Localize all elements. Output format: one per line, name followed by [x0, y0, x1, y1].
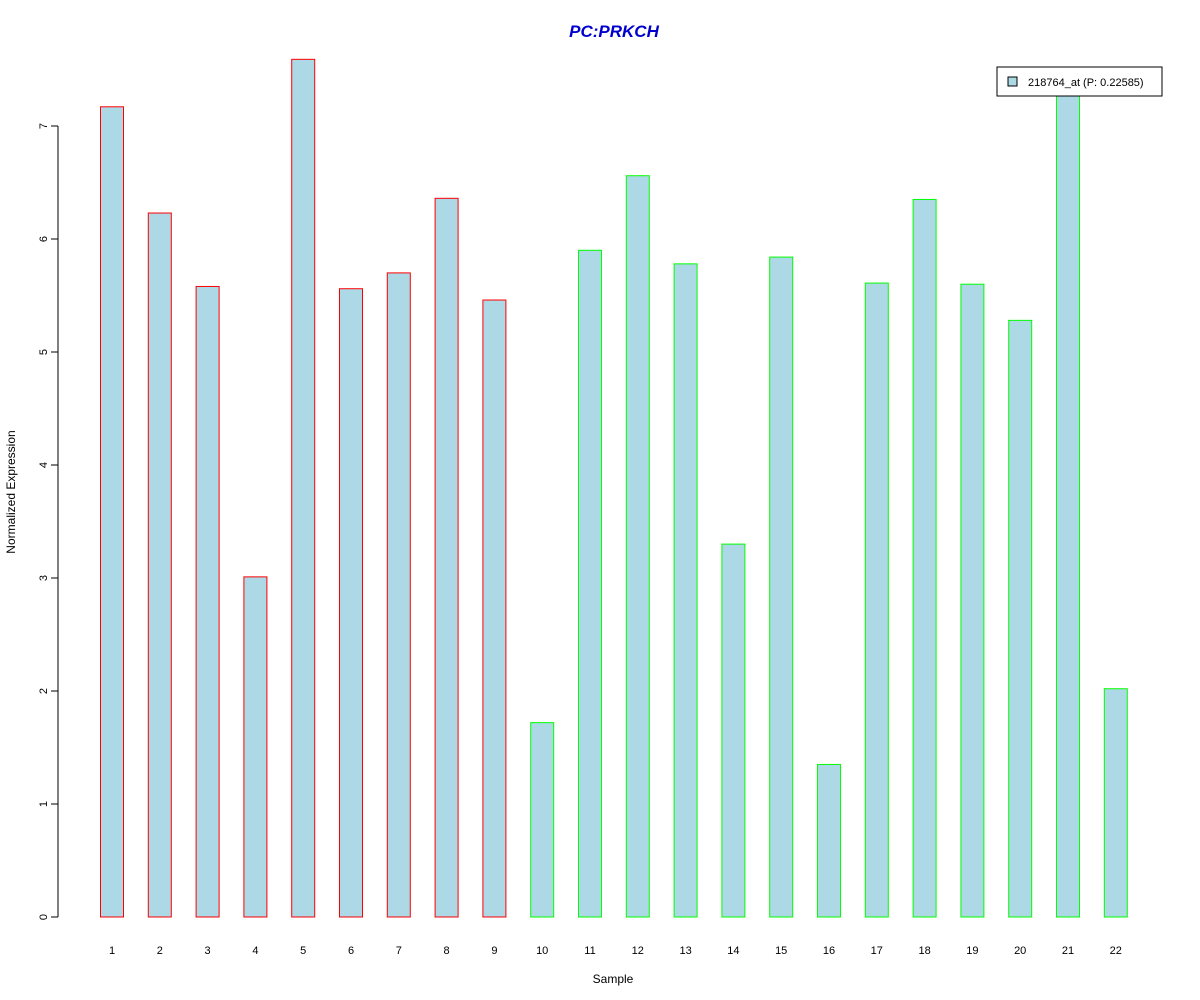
bar-sample-2 — [147, 212, 172, 918]
bar-sample-13 — [673, 263, 698, 918]
bar-sample-18 — [912, 198, 937, 918]
y-tick-label: 4 — [38, 462, 50, 468]
bar-sample-19 — [960, 283, 985, 918]
y-tick-label: 2 — [38, 688, 50, 694]
y-tick-label: 3 — [38, 575, 50, 581]
y-tick-label: 7 — [38, 123, 50, 129]
bar-sample-11 — [578, 249, 602, 918]
x-tick-label: 4 — [252, 945, 258, 957]
bar-sample-17 — [864, 282, 889, 918]
legend-box — [996, 66, 1163, 97]
x-tick-label: 16 — [823, 945, 835, 957]
x-tick-label: 17 — [871, 945, 883, 957]
bar-sample-10 — [530, 722, 555, 918]
bar-sample-12 — [625, 175, 650, 918]
x-tick-label: 11 — [584, 945, 595, 957]
x-tick-label: 1 — [109, 945, 115, 957]
bar-sample-3 — [195, 285, 220, 918]
bar-sample-9 — [482, 299, 507, 918]
legend-swatch — [1007, 76, 1018, 87]
y-axis: 0 1 2 3 4 5 6 7 — [38, 123, 59, 920]
x-tick-label: 8 — [444, 945, 450, 957]
x-tick-label: 15 — [775, 945, 787, 957]
y-axis-label: Normalized Expression — [4, 430, 18, 553]
x-tick-label: 12 — [632, 945, 644, 957]
x-tick-label: 6 — [348, 945, 354, 957]
x-tick-label: 10 — [536, 945, 548, 957]
x-tick-label: 22 — [1110, 945, 1122, 957]
bar-sample-22 — [1103, 688, 1128, 918]
bar-sample-6 — [339, 288, 363, 918]
x-tick-label: 14 — [727, 945, 739, 957]
x-tick-label: 20 — [1014, 945, 1026, 957]
bar-sample-7 — [386, 272, 411, 918]
x-tick-label: 3 — [205, 945, 211, 957]
x-tick-label: 19 — [966, 945, 978, 957]
bar-sample-5 — [291, 58, 316, 918]
x-tick-label: 21 — [1062, 945, 1074, 957]
bar-sample-14 — [721, 543, 746, 918]
x-axis-label: Sample — [593, 972, 634, 986]
y-tick-label: 5 — [38, 349, 50, 355]
bars — [100, 58, 1128, 918]
x-tick-label: 2 — [157, 945, 163, 957]
bar-sample-20 — [1008, 319, 1033, 918]
bar-sample-16 — [817, 763, 841, 918]
x-tick-label: 7 — [396, 945, 402, 957]
x-tick-label: 18 — [918, 945, 930, 957]
x-tick-label: 5 — [300, 945, 306, 957]
x-tick-label: 13 — [679, 945, 691, 957]
x-tick-label: 9 — [491, 945, 497, 957]
bar-sample-21 — [1056, 89, 1080, 918]
bar-sample-15 — [769, 256, 794, 918]
bar-sample-8 — [434, 197, 459, 918]
legend: 218764_at (P: 0.22585) — [996, 66, 1163, 97]
bar-sample-1 — [100, 106, 124, 918]
y-tick-label: 1 — [38, 801, 50, 807]
chart-title: PC:PRKCH — [569, 22, 659, 41]
y-tick-label: 6 — [38, 236, 50, 242]
y-tick-label: 0 — [38, 914, 50, 920]
legend-entry-label: 218764_at (P: 0.22585) — [1028, 77, 1144, 89]
bar-sample-4 — [243, 576, 268, 918]
x-axis: 1 2 3 4 5 6 7 8 9 10 11 12 13 14 15 16 17 18 19 20 21 22 — [109, 945, 1122, 957]
